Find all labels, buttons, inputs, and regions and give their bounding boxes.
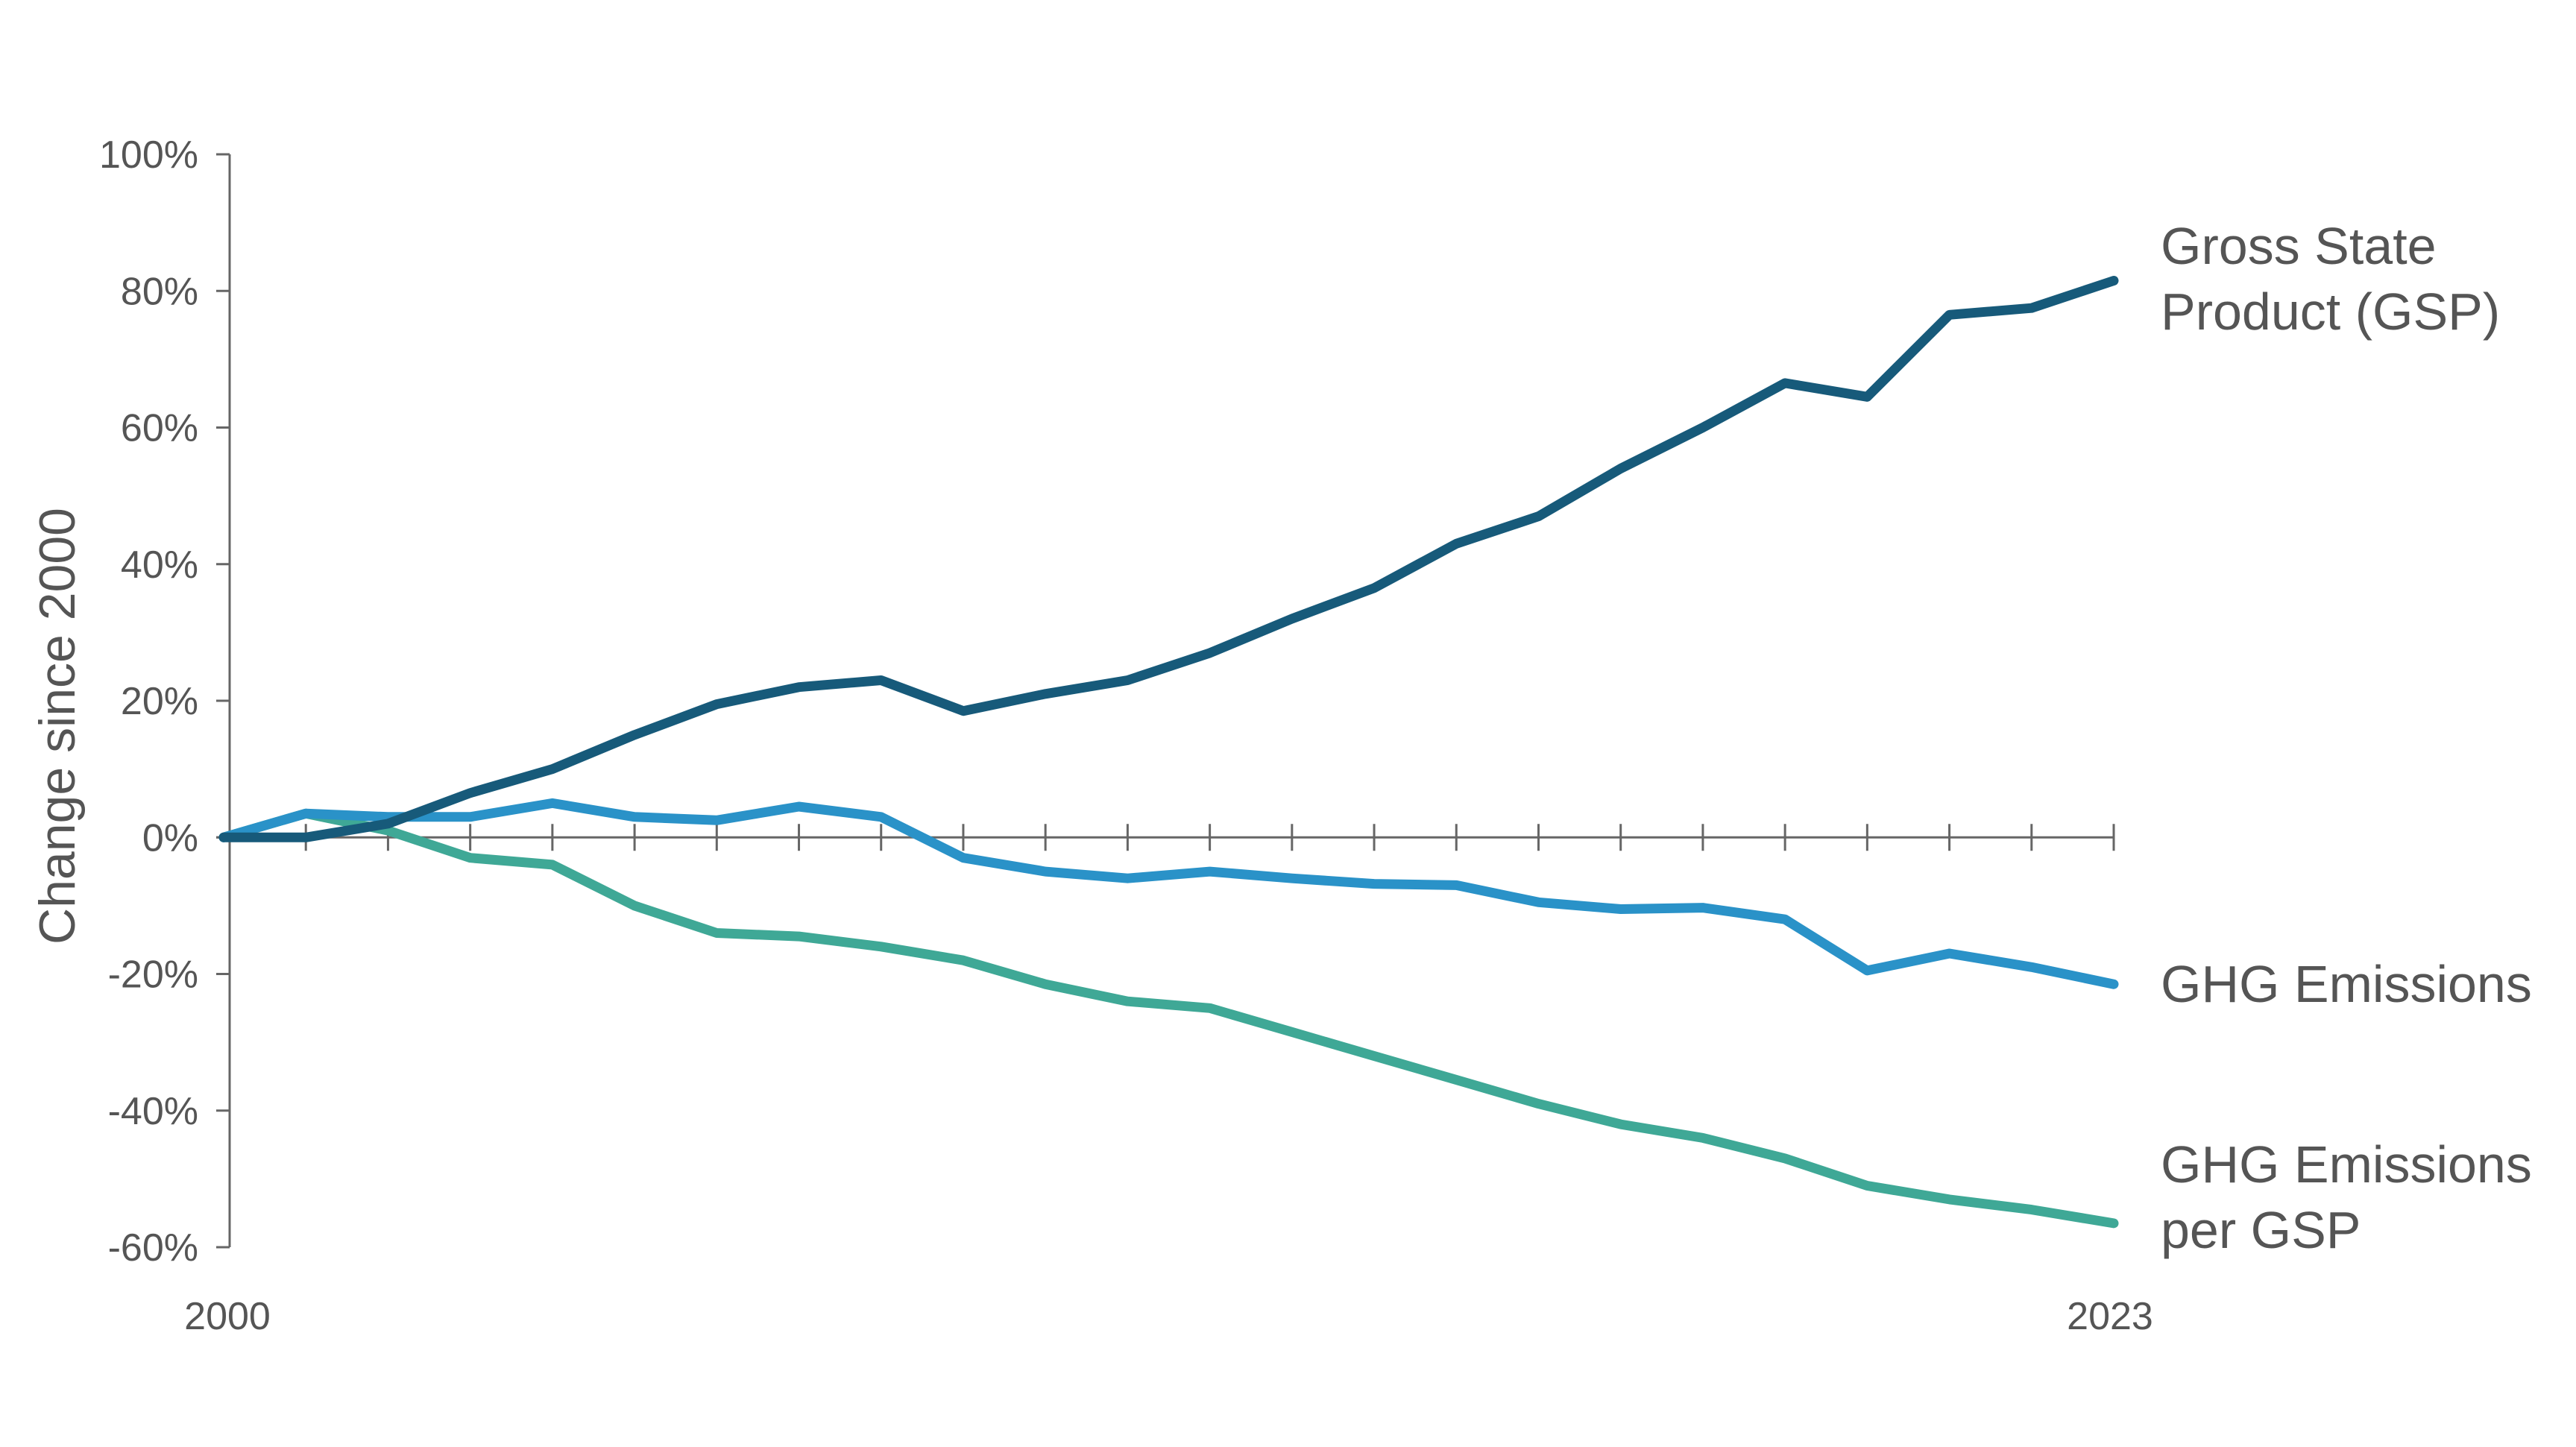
y-tick-label: -40% xyxy=(108,1090,198,1133)
series-label-3: GHG Emissions xyxy=(2161,1135,2532,1194)
y-tick-label: 80% xyxy=(121,270,198,313)
x-tick-label: 2023 xyxy=(2067,1295,2153,1338)
y-tick-label: 40% xyxy=(121,543,198,587)
y-tick-label: -60% xyxy=(108,1226,198,1270)
y-axis-title: Change since 2000 xyxy=(29,508,86,945)
y-tick-label: -20% xyxy=(108,953,198,997)
x-tick-label: 2000 xyxy=(184,1295,271,1338)
y-tick-label: 100% xyxy=(99,133,198,177)
y-tick-label: 60% xyxy=(121,407,198,450)
x-axis: 2000 2023 xyxy=(184,824,2153,1338)
y-tick-label: 20% xyxy=(121,680,198,723)
y-tick-label: 0% xyxy=(142,816,198,860)
series-label-1: Product (GSP) xyxy=(2161,283,2500,341)
series-label-2: GHG Emissions xyxy=(2161,955,2532,1013)
series-lines xyxy=(218,276,2119,1229)
series-line-2 xyxy=(218,798,2119,989)
series-line-1 xyxy=(218,276,2119,842)
series-label-1: Gross State xyxy=(2161,217,2437,275)
series-line-3 xyxy=(218,808,2119,1229)
series-labels: Gross State Product (GSP) GHG Emissions GHG… xyxy=(2161,217,2532,1259)
series-label-3: per GSP xyxy=(2161,1201,2361,1259)
y-axis: 100% 80% 60% 40% 20% 0% -20% -40% -60% xyxy=(99,133,231,1270)
